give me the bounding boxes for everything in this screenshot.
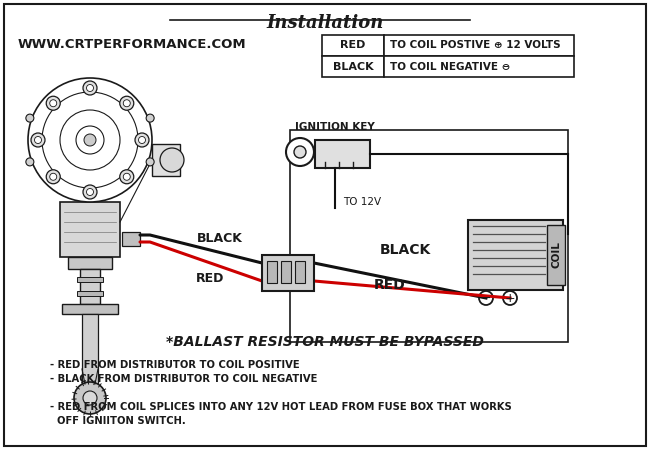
Bar bbox=[322, 35, 384, 56]
Circle shape bbox=[160, 148, 184, 172]
Text: - RED FROM COIL SPLICES INTO ANY 12V HOT LEAD FROM FUSE BOX THAT WORKS: - RED FROM COIL SPLICES INTO ANY 12V HOT… bbox=[50, 402, 512, 412]
Bar bbox=[315, 140, 370, 168]
Bar bbox=[468, 220, 563, 290]
Circle shape bbox=[26, 114, 34, 122]
Bar bbox=[62, 304, 118, 314]
Bar bbox=[290, 130, 568, 342]
Bar bbox=[547, 225, 565, 285]
Text: RED: RED bbox=[341, 40, 366, 50]
Bar bbox=[77, 277, 103, 282]
Circle shape bbox=[86, 85, 94, 91]
Circle shape bbox=[146, 158, 154, 166]
Circle shape bbox=[50, 100, 57, 107]
Circle shape bbox=[146, 114, 154, 122]
Circle shape bbox=[138, 136, 146, 144]
Bar bbox=[281, 261, 291, 283]
Circle shape bbox=[50, 173, 57, 180]
Circle shape bbox=[86, 189, 94, 195]
Circle shape bbox=[83, 391, 97, 405]
Bar bbox=[82, 314, 98, 384]
Bar bbox=[68, 257, 112, 269]
Text: COIL: COIL bbox=[551, 242, 561, 269]
Text: Installation: Installation bbox=[266, 14, 384, 32]
Bar bbox=[152, 144, 180, 176]
Circle shape bbox=[26, 158, 34, 166]
Text: RED: RED bbox=[196, 271, 224, 284]
Circle shape bbox=[83, 185, 97, 199]
Circle shape bbox=[294, 146, 306, 158]
Bar bbox=[384, 56, 574, 77]
Bar bbox=[122, 232, 140, 246]
Text: - BLACK FROM DISTRIBUTOR TO COIL NEGATIVE: - BLACK FROM DISTRIBUTOR TO COIL NEGATIV… bbox=[50, 374, 317, 384]
Text: - RED FROM DISTRIBUTOR TO COIL POSITIVE: - RED FROM DISTRIBUTOR TO COIL POSITIVE bbox=[50, 360, 300, 370]
Circle shape bbox=[286, 138, 314, 166]
Circle shape bbox=[124, 100, 130, 107]
Bar bbox=[384, 35, 574, 56]
Bar bbox=[267, 261, 277, 283]
Circle shape bbox=[135, 133, 149, 147]
Text: BLACK: BLACK bbox=[197, 231, 243, 244]
Circle shape bbox=[503, 291, 517, 305]
Text: IGNITION KEY: IGNITION KEY bbox=[295, 122, 375, 132]
Text: *BALLAST RESISTOR MUST BE BYPASSED: *BALLAST RESISTOR MUST BE BYPASSED bbox=[166, 335, 484, 349]
Circle shape bbox=[34, 136, 42, 144]
Circle shape bbox=[124, 173, 130, 180]
Text: −: − bbox=[481, 292, 491, 305]
Text: WWW.CRTPERFORMANCE.COM: WWW.CRTPERFORMANCE.COM bbox=[18, 38, 246, 51]
Circle shape bbox=[74, 382, 106, 414]
Circle shape bbox=[479, 291, 493, 305]
Bar bbox=[77, 291, 103, 296]
Text: RED: RED bbox=[374, 278, 406, 292]
Circle shape bbox=[46, 96, 60, 110]
Circle shape bbox=[120, 96, 134, 110]
Circle shape bbox=[31, 133, 45, 147]
Circle shape bbox=[120, 170, 134, 184]
Bar bbox=[80, 269, 100, 304]
Circle shape bbox=[84, 134, 96, 146]
Text: TO COIL POSTIVE ⊕ 12 VOLTS: TO COIL POSTIVE ⊕ 12 VOLTS bbox=[390, 40, 560, 50]
Bar bbox=[60, 202, 120, 257]
Bar bbox=[295, 261, 305, 283]
Text: BLACK: BLACK bbox=[380, 243, 430, 257]
Circle shape bbox=[46, 170, 60, 184]
Text: TO COIL NEGATIVE ⊖: TO COIL NEGATIVE ⊖ bbox=[390, 62, 510, 72]
Text: BLACK: BLACK bbox=[333, 62, 373, 72]
Bar bbox=[262, 255, 314, 291]
Text: OFF IGNIITON SWITCH.: OFF IGNIITON SWITCH. bbox=[50, 416, 186, 426]
Circle shape bbox=[83, 81, 97, 95]
Bar bbox=[322, 56, 384, 77]
Text: TO 12V: TO 12V bbox=[343, 197, 381, 207]
Circle shape bbox=[28, 78, 152, 202]
Text: +: + bbox=[504, 292, 515, 305]
